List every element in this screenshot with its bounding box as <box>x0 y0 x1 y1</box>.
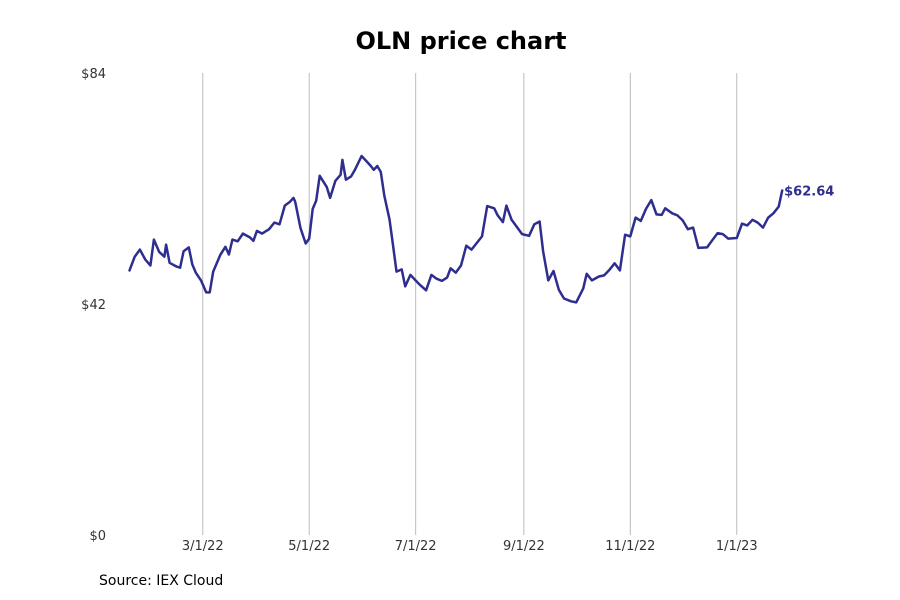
gridlines <box>202 73 738 535</box>
last-price-label: $62.64 <box>784 184 834 199</box>
x-tick-label: 7/1/22 <box>395 539 437 554</box>
chart-title: OLN price chart <box>355 27 567 55</box>
line-chart: $0 $42 $84 3/1/22 5/1/22 7/1/22 9/1/22 11/1/22… <box>81 67 834 554</box>
series-group: $62.64 <box>128 154 834 304</box>
price-series-line <box>128 154 784 304</box>
x-axis-ticks: 3/1/22 5/1/22 7/1/22 9/1/22 11/1/22 1/1/23 <box>182 539 758 554</box>
x-tick-label: 9/1/22 <box>503 539 545 554</box>
x-tick-label: 11/1/22 <box>605 539 655 554</box>
x-tick-label: 1/1/23 <box>716 539 758 554</box>
x-tick-label: 3/1/22 <box>182 539 224 554</box>
source-note: Source: IEX Cloud <box>99 573 224 589</box>
y-axis-ticks: $0 $42 $84 <box>81 67 106 544</box>
y-tick-label: $42 <box>81 298 106 313</box>
y-tick-label: $0 <box>89 529 106 544</box>
y-tick-label: $84 <box>81 67 106 82</box>
x-tick-label: 5/1/22 <box>288 539 330 554</box>
